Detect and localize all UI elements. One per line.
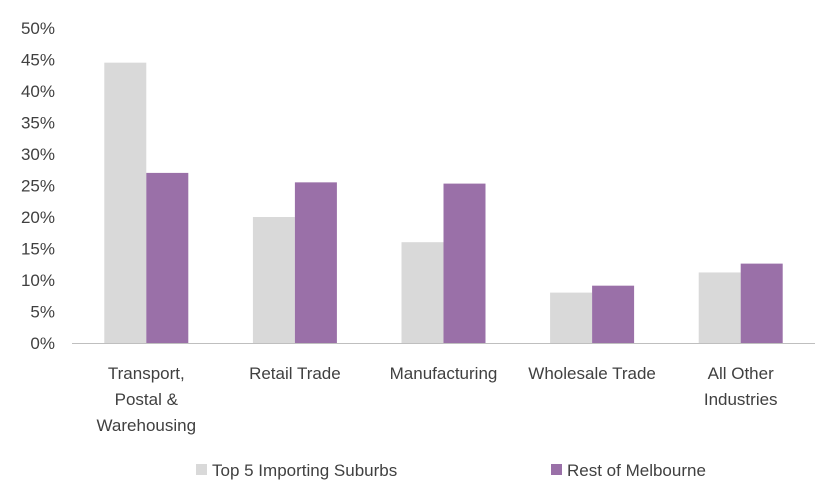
x-tick-label: All Other Industries — [704, 364, 778, 409]
bar-rest-0 — [146, 172, 189, 343]
y-tick-label: 40% — [21, 82, 55, 101]
y-tick-label: 0% — [30, 334, 55, 353]
legend-label: Top 5 Importing Suburbs — [212, 461, 397, 480]
y-tick-label: 25% — [21, 177, 55, 196]
y-tick-label: 10% — [21, 271, 55, 290]
x-tick-label: Manufacturing — [390, 364, 498, 383]
y-tick-label: 50% — [21, 19, 55, 38]
legend-swatch — [196, 464, 207, 475]
bar-rest-1 — [294, 182, 337, 343]
bars-group — [104, 62, 783, 344]
bar-top5-0 — [104, 62, 147, 344]
y-tick-label: 45% — [21, 51, 55, 70]
x-tick-label: Transport, Postal & Warehousing — [97, 364, 197, 435]
bar-top5-2 — [401, 242, 444, 343]
y-tick-label: 20% — [21, 208, 55, 227]
x-tick-label: Retail Trade — [249, 364, 341, 383]
bar-rest-2 — [443, 183, 486, 343]
x-tick-label: Wholesale Trade — [528, 364, 656, 383]
y-tick-label: 5% — [30, 303, 55, 322]
legend-swatch — [551, 464, 562, 475]
bar-rest-4 — [740, 263, 783, 343]
y-tick-label: 15% — [21, 240, 55, 259]
bar-rest-3 — [592, 285, 635, 343]
legend-label: Rest of Melbourne — [567, 461, 706, 480]
y-tick-label: 30% — [21, 145, 55, 164]
bar-top5-3 — [550, 292, 593, 343]
y-tick-label: 35% — [21, 114, 55, 133]
legend: Top 5 Importing Suburbs Rest of Melbourne — [196, 461, 706, 480]
bar-top5-4 — [698, 272, 741, 343]
y-axis-tick-labels: 0% 5% 10% 15% 20% 25% 30% 35% 40% 45% 50% — [21, 19, 55, 353]
bar-top5-1 — [252, 217, 295, 343]
x-axis-category-labels: Transport, Postal & Warehousing Retail Trad… — [97, 364, 778, 435]
